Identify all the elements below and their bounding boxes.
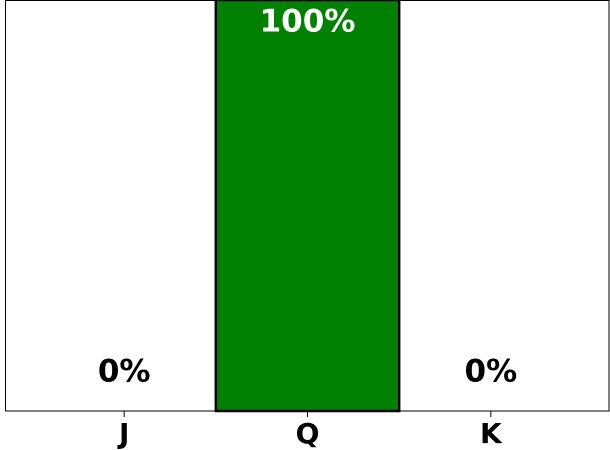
value-label: 0%	[465, 354, 518, 390]
x-tick-label: K	[480, 417, 503, 450]
x-tick-label: J	[117, 417, 129, 450]
x-tick-label: Q	[296, 417, 320, 450]
value-label: 100%	[260, 4, 356, 40]
value-label: 0%	[98, 354, 151, 390]
bar	[214, 0, 401, 413]
